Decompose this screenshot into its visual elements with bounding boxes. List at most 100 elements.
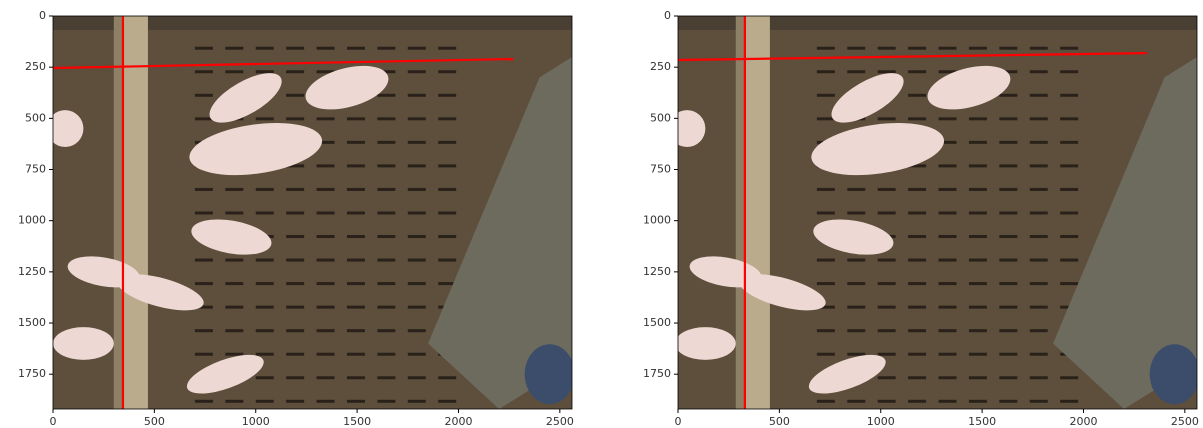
slat (847, 282, 865, 285)
slat (225, 306, 243, 309)
x-tick-label: 0 (675, 415, 682, 428)
slat (377, 376, 395, 379)
slat (939, 235, 957, 238)
slat (408, 188, 426, 191)
slat (347, 306, 365, 309)
slat (847, 259, 865, 262)
slat (878, 306, 896, 309)
slat (969, 141, 987, 144)
slat (1030, 306, 1048, 309)
slat (999, 141, 1017, 144)
slat (225, 400, 243, 403)
slat (969, 235, 987, 238)
slat (317, 400, 335, 403)
slat (817, 47, 835, 50)
y-tick-label: 0 (664, 9, 671, 22)
slat (1060, 94, 1078, 97)
slat (817, 282, 835, 285)
slat (908, 259, 926, 262)
slat (969, 306, 987, 309)
y-tick-label: 1750 (643, 367, 671, 380)
slat (317, 259, 335, 262)
slat (195, 188, 213, 191)
slat (969, 329, 987, 332)
slat (969, 282, 987, 285)
slat (438, 259, 456, 262)
slat (1060, 47, 1078, 50)
slat (999, 353, 1017, 356)
slat (939, 282, 957, 285)
slat (408, 164, 426, 167)
slat (1030, 329, 1048, 332)
slat (408, 400, 426, 403)
x-tick-label: 1500 (968, 415, 996, 428)
slat (317, 282, 335, 285)
slat (878, 47, 896, 50)
slat (225, 211, 243, 214)
slat (317, 235, 335, 238)
slat (286, 259, 304, 262)
slat (256, 117, 274, 120)
slat (317, 188, 335, 191)
slat (347, 235, 365, 238)
slat (969, 211, 987, 214)
y-tick-label: 1250 (18, 265, 46, 278)
slat (1060, 188, 1078, 191)
slat (999, 376, 1017, 379)
slat (408, 211, 426, 214)
slat (377, 141, 395, 144)
slat (939, 211, 957, 214)
slat (908, 211, 926, 214)
slat (939, 353, 957, 356)
slat (377, 329, 395, 332)
slat (256, 47, 274, 50)
slat (195, 47, 213, 50)
slat (256, 376, 274, 379)
slat (317, 164, 335, 167)
slat (1030, 164, 1048, 167)
pole (746, 16, 770, 409)
y-tick-label: 500 (25, 111, 46, 124)
slat (347, 141, 365, 144)
slat (408, 282, 426, 285)
slat (408, 329, 426, 332)
slat (847, 70, 865, 73)
slat (438, 94, 456, 97)
slat (1030, 47, 1048, 50)
slat (195, 70, 213, 73)
slat (195, 282, 213, 285)
image (669, 16, 1200, 409)
figure: 0500100015002000250002505007501000125015… (0, 0, 1203, 428)
slat (377, 94, 395, 97)
slat (286, 400, 304, 403)
y-tick-label: 1250 (643, 265, 671, 278)
slat (225, 259, 243, 262)
slat (225, 282, 243, 285)
slat (317, 353, 335, 356)
slat (878, 70, 896, 73)
slat (908, 117, 926, 120)
slat (878, 376, 896, 379)
slat (195, 117, 213, 120)
slat (438, 400, 456, 403)
slat (438, 70, 456, 73)
slat (1030, 376, 1048, 379)
pig (675, 327, 736, 360)
slat (317, 117, 335, 120)
y-tick-label: 750 (650, 163, 671, 176)
slat (377, 400, 395, 403)
slat (1060, 70, 1078, 73)
slat (225, 47, 243, 50)
slat (908, 70, 926, 73)
person (525, 344, 575, 404)
slat (225, 329, 243, 332)
slat (817, 353, 835, 356)
x-tick-label: 500 (769, 415, 790, 428)
slat (286, 282, 304, 285)
slat (438, 211, 456, 214)
slat (286, 117, 304, 120)
slat (999, 259, 1017, 262)
slat (847, 329, 865, 332)
y-tick-label: 250 (25, 60, 46, 73)
slat (317, 306, 335, 309)
